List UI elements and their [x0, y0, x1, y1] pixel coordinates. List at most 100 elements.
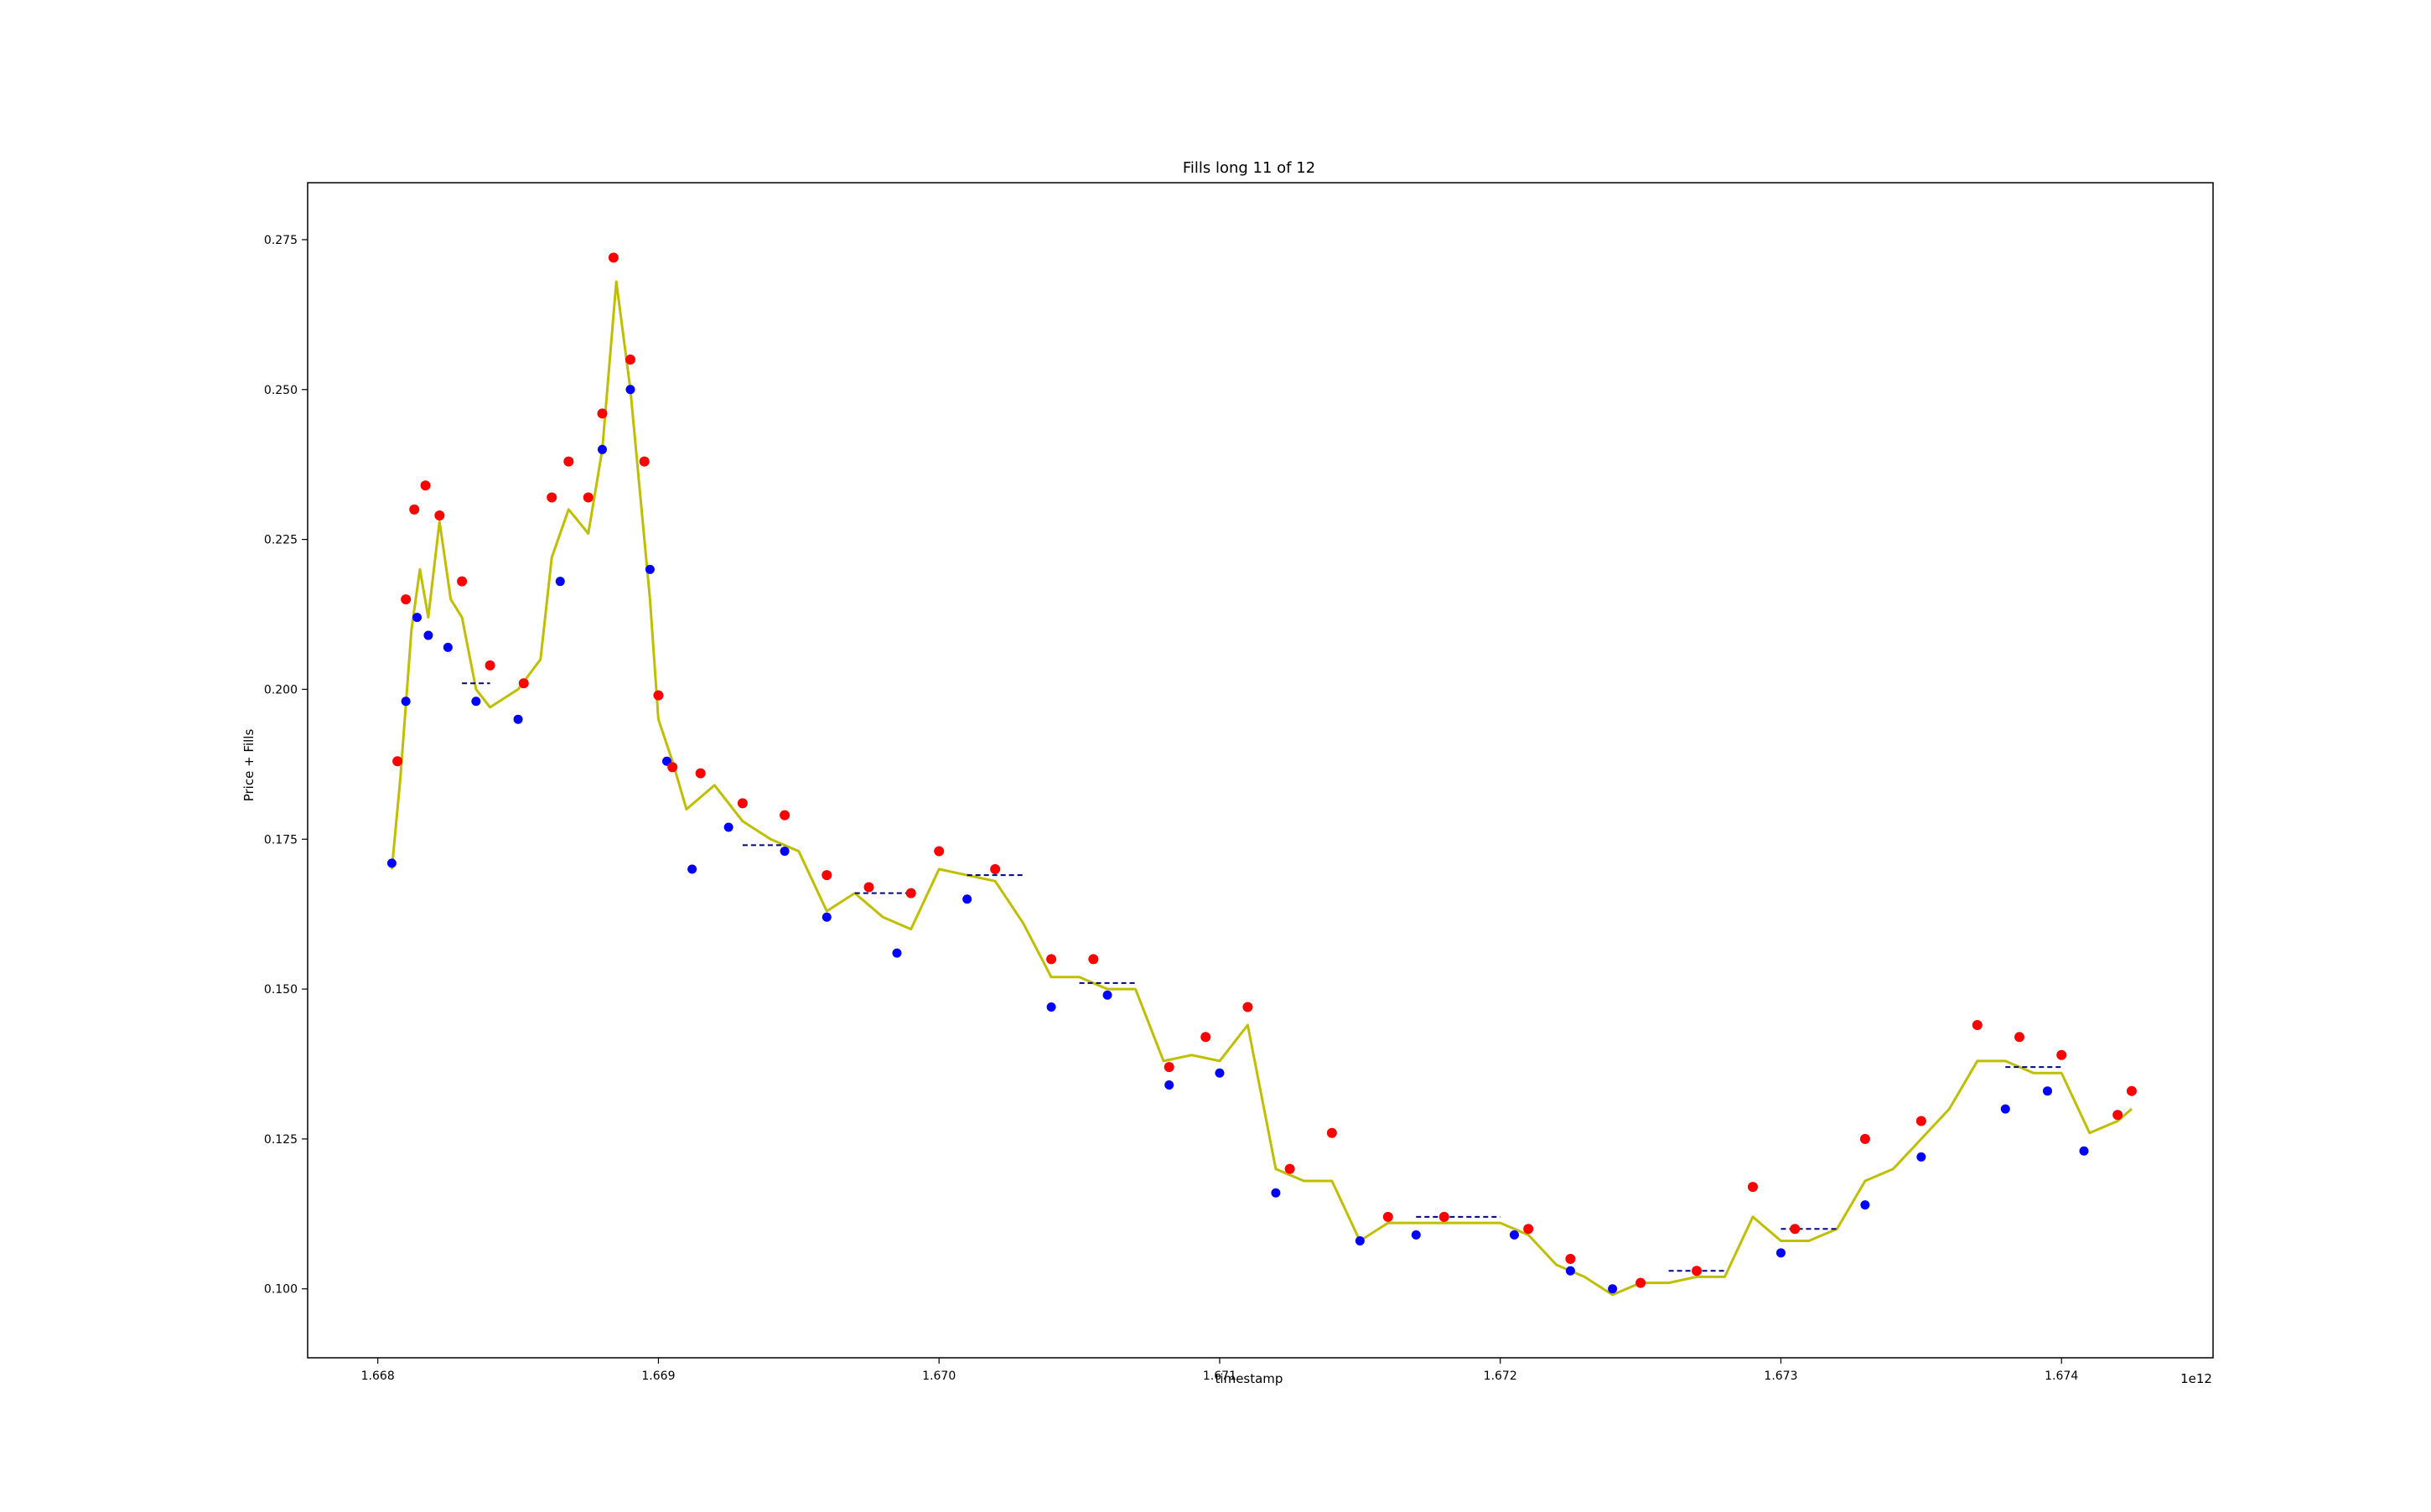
series-long-close-point: [822, 870, 832, 881]
series-long-entry-point: [1860, 1200, 1870, 1210]
series-long-close-point: [1747, 1182, 1758, 1193]
series-long-close-point: [737, 798, 748, 809]
series-long-entry-point: [386, 858, 397, 868]
y-tick-label: 0.275: [264, 234, 298, 247]
series-long-close-point: [2126, 1085, 2137, 1096]
series-price-line: [390, 280, 2133, 1297]
series-long-close-point: [1438, 1211, 1449, 1222]
series-long-entry-point: [1775, 1248, 1786, 1258]
series-long-close-point: [420, 480, 431, 491]
series-long-entry-point: [1509, 1230, 1519, 1240]
series-long-close-point: [780, 810, 790, 821]
y-tick-label: 0.125: [264, 1133, 298, 1147]
plot-content: [386, 252, 2137, 1297]
series-long-close-point: [639, 456, 650, 467]
x-tick-label: 1.672: [1484, 1370, 1517, 1383]
series-long-entry-point: [687, 864, 697, 874]
series-long-close-point: [905, 888, 916, 898]
series-long-close-point: [1972, 1020, 1983, 1031]
series-long-entry-point: [645, 564, 655, 574]
y-tick-label: 0.175: [264, 833, 298, 847]
series-long-close-point: [1692, 1266, 1703, 1276]
series-long-close-point: [863, 882, 874, 893]
x-tick-label: 1.669: [641, 1370, 675, 1383]
plot-area: [386, 252, 2137, 1297]
series-long-close-point: [608, 252, 619, 263]
series-long-entry-point: [1565, 1266, 1575, 1276]
series-long-close-point: [2056, 1049, 2067, 1060]
series-long-entry-point: [1046, 1002, 1056, 1012]
y-tick-label: 0.100: [264, 1283, 298, 1297]
x-tick-label: 1.670: [922, 1370, 956, 1383]
series-long-entry-point: [1164, 1080, 1174, 1090]
series-long-close-point: [934, 846, 945, 857]
series-long-entry-point: [2079, 1146, 2089, 1156]
series-long-entry-point: [723, 822, 733, 832]
series-long-entry-point: [1608, 1284, 1618, 1294]
series-long-entry-point: [412, 613, 422, 623]
series-long-entry-point: [1916, 1152, 1926, 1162]
series-long-close-point: [597, 408, 608, 419]
series-long-close-point: [434, 510, 445, 520]
series-long-entry-point: [423, 630, 433, 640]
y-tick-label: 0.200: [264, 683, 298, 696]
series-long-entry-point: [471, 696, 481, 707]
x-tick-label: 1.668: [361, 1370, 395, 1383]
series-long-close-point: [485, 660, 495, 671]
y-tick-label: 0.250: [264, 384, 298, 397]
series-long-close-point: [518, 678, 529, 689]
series-long-close-point: [392, 756, 403, 767]
series-long-close-point: [1326, 1127, 1337, 1138]
series-long-close-point: [1242, 1002, 1253, 1012]
series-long-close-point: [2112, 1110, 2123, 1121]
chart-title: Fills long 11 of 12: [1183, 159, 1315, 177]
series-long-close-point: [1284, 1163, 1295, 1174]
plot-frame: [307, 182, 2214, 1359]
x-axis-offset-label: 1e12: [2180, 1371, 2212, 1386]
series-long-close-point: [457, 576, 468, 587]
y-axis-label: Price + Fills: [241, 729, 257, 802]
series-long-entry-point: [625, 385, 635, 395]
series-long-entry-point: [555, 577, 565, 587]
series-long-entry-point: [443, 642, 453, 652]
series-long-close-point: [1200, 1032, 1211, 1043]
series-long-close-point: [667, 762, 678, 773]
series-long-close-point: [1915, 1116, 1926, 1126]
series-long-close-point: [1859, 1133, 1870, 1144]
series-long-entry-point: [1271, 1188, 1281, 1198]
series-long-close-point: [990, 864, 1001, 875]
series-long-close-point: [563, 456, 574, 467]
series-long-close-point: [1790, 1224, 1801, 1235]
x-tick-label: 1.673: [1764, 1370, 1797, 1383]
series-long-close-point: [1164, 1062, 1174, 1073]
x-axis-label: timestamp: [1216, 1371, 1283, 1386]
series-long-close-point: [1088, 954, 1099, 965]
axes: 1.668 1.669 1.670 1.671 1.672 1.673 1.674 0.100…: [264, 182, 2214, 1383]
x-tick-label: 1.671: [1203, 1370, 1236, 1383]
series-long-entry-point: [1411, 1230, 1421, 1240]
series-long-entry-point: [822, 912, 832, 922]
series-long-close-point: [1382, 1211, 1393, 1222]
series-long-entry-point: [597, 444, 607, 454]
series-long-entry-point: [1355, 1236, 1365, 1246]
series-long-close-point: [1635, 1277, 1646, 1288]
series-long-close-point: [1565, 1253, 1576, 1264]
series-long-close-point: [583, 492, 593, 503]
series-long-close-point: [2014, 1032, 2025, 1043]
series-long-entry-point: [2042, 1086, 2052, 1096]
series-long-close-point: [695, 768, 706, 779]
series-long-entry-point: [1102, 990, 1112, 1000]
series-long-entry-point: [780, 847, 790, 857]
series-long-entry-point: [892, 948, 902, 958]
series-long-close-point: [625, 355, 635, 365]
y-tick-label: 0.150: [264, 983, 298, 997]
series-long-close-point: [653, 690, 664, 701]
series-long-close-point: [1046, 954, 1057, 965]
series-long-entry-point: [1215, 1068, 1225, 1078]
y-tick-label: 0.225: [264, 534, 298, 547]
series-long-entry-point: [401, 696, 411, 707]
series-long-entry-point: [962, 894, 972, 904]
